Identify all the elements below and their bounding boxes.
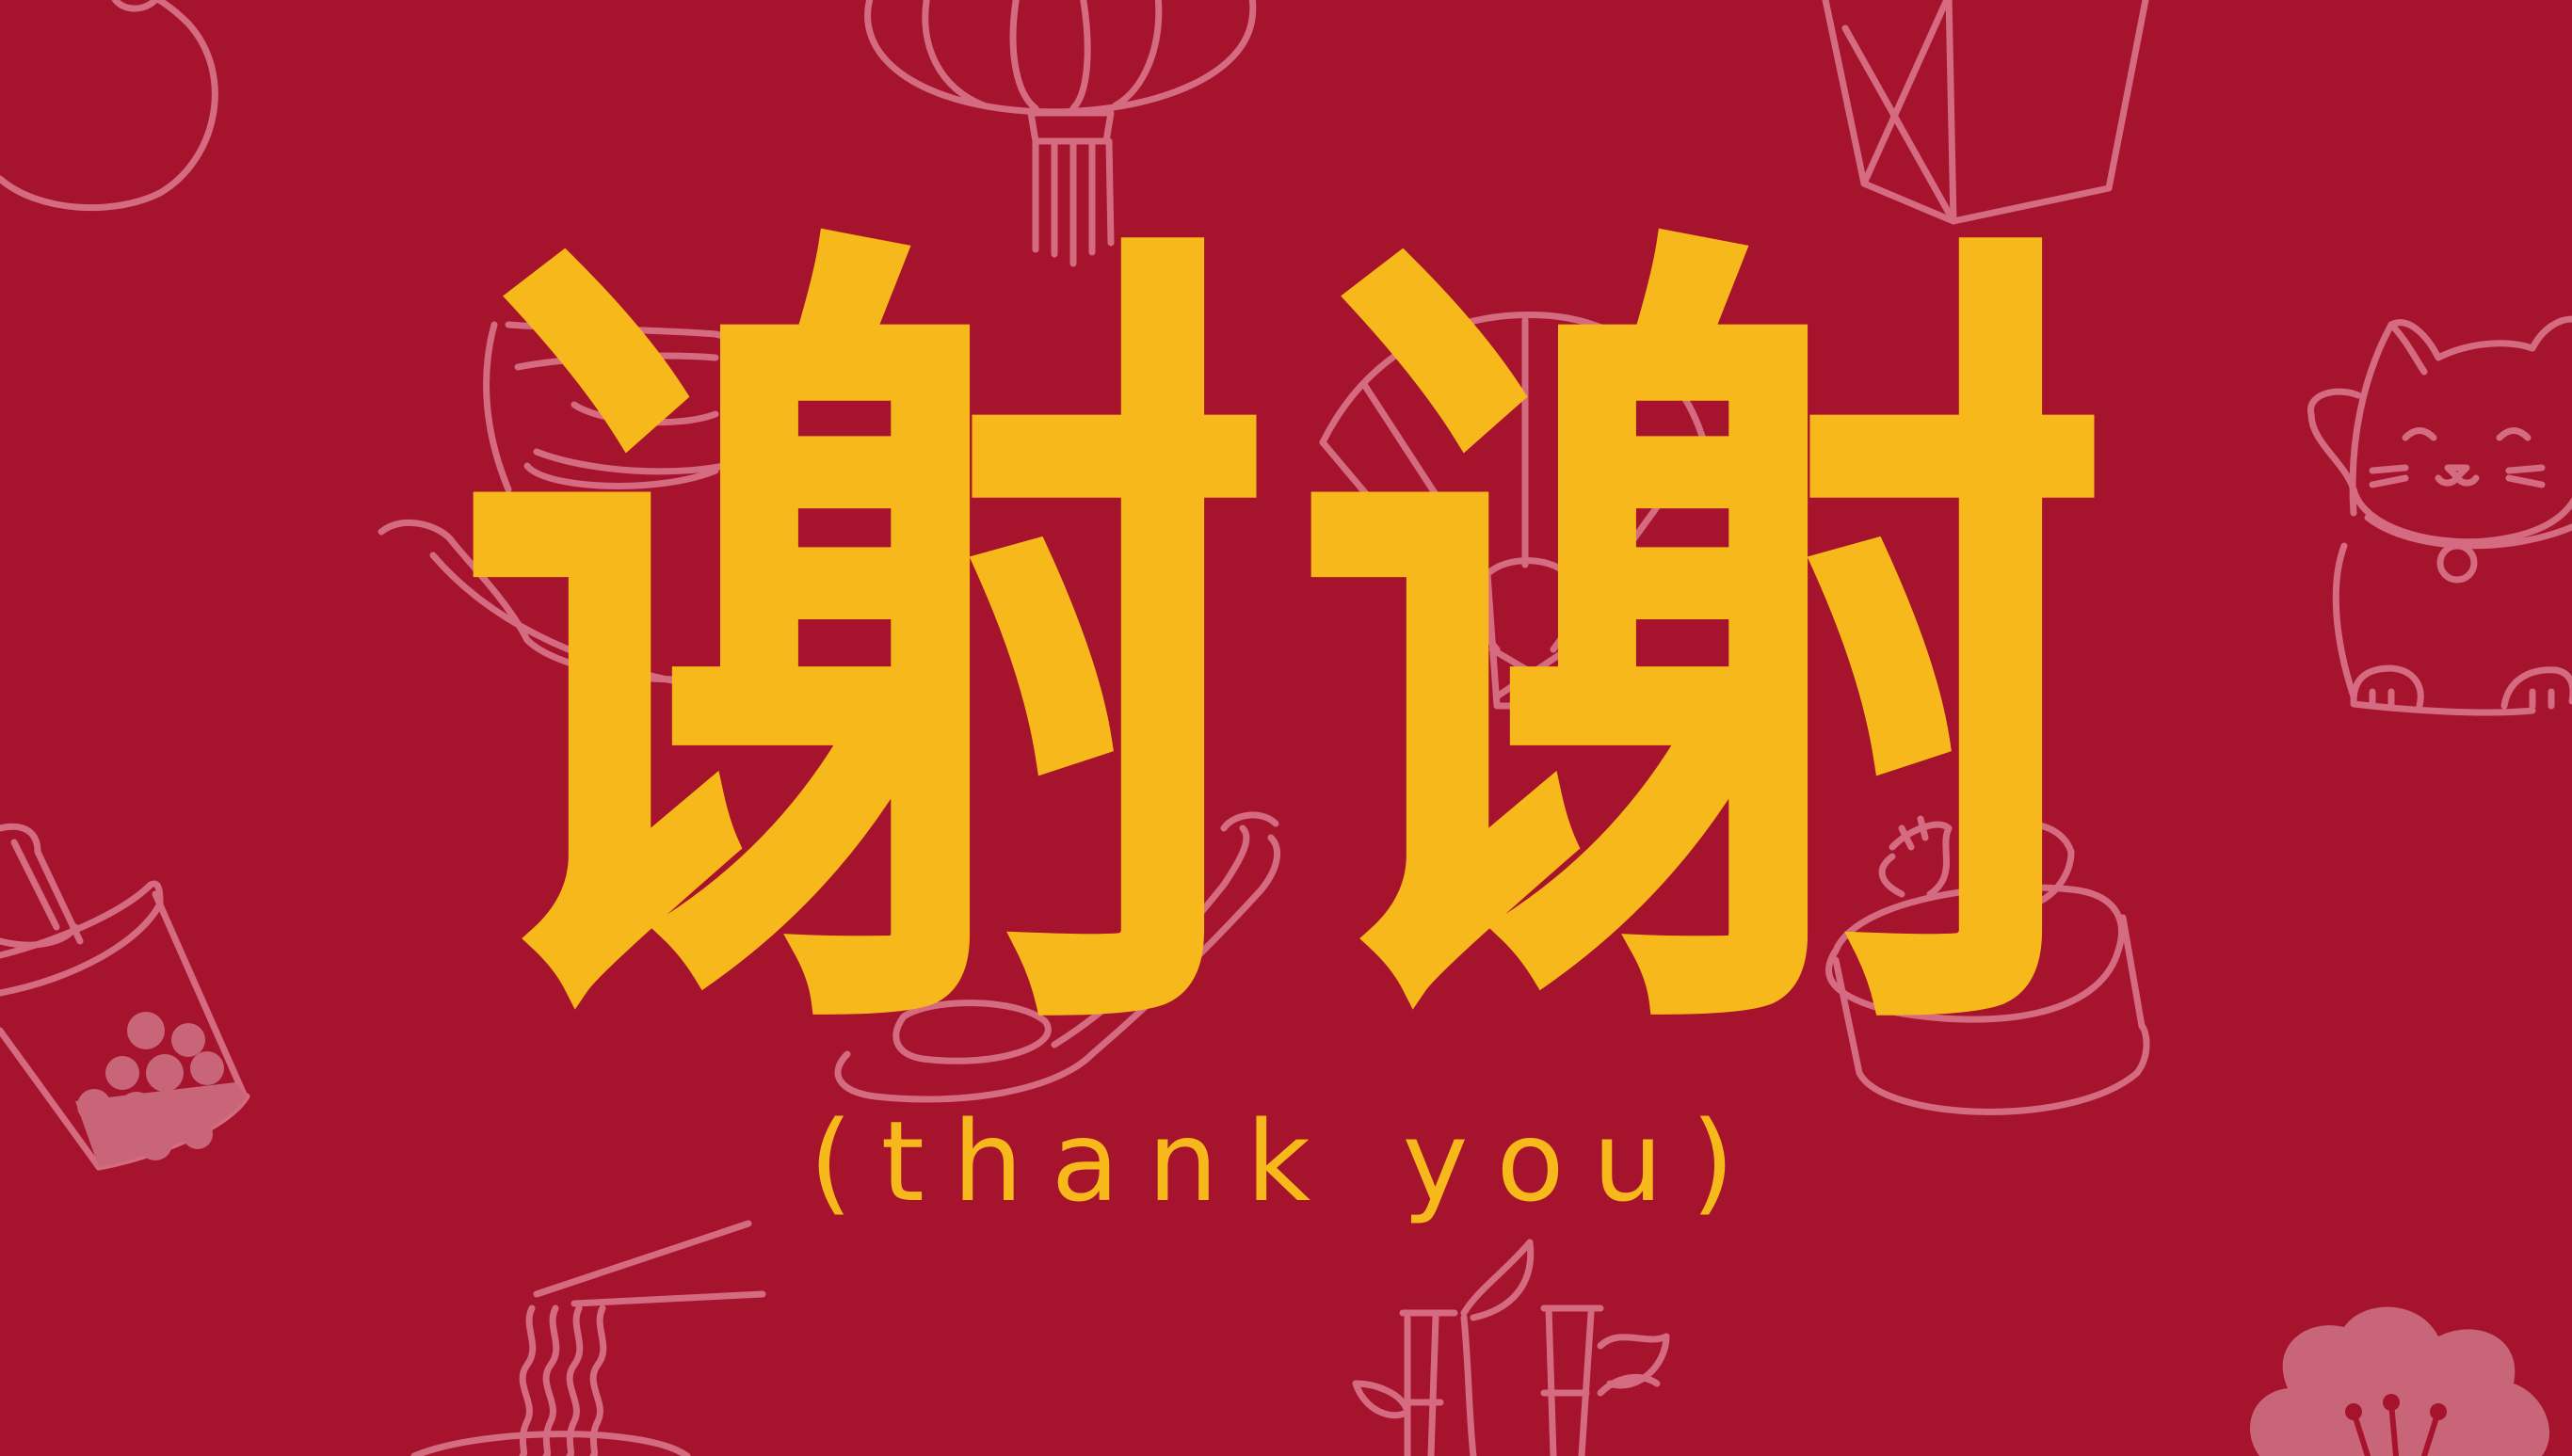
subtitle-thank-you: (thank you) <box>809 1096 1763 1226</box>
ramen-chopsticks-icon <box>414 1224 763 1456</box>
noodle-bowl-icon <box>381 325 781 683</box>
lucky-cat-icon <box>2310 319 2572 712</box>
tapioca-pearls <box>75 1012 247 1167</box>
lantern-icon <box>868 0 1253 264</box>
orange-icon <box>0 0 215 208</box>
headline-xiexie: 谢谢 <box>448 171 2124 1136</box>
folding-fan-icon <box>1323 314 1704 706</box>
dumpling-steamer-icon <box>1829 819 2147 1112</box>
bamboo-icon <box>1356 1242 1666 1456</box>
frying-pan-icon <box>838 815 1278 1099</box>
takeout-box-icon <box>1825 0 2146 221</box>
plum-blossom-icon <box>2250 1306 2550 1456</box>
